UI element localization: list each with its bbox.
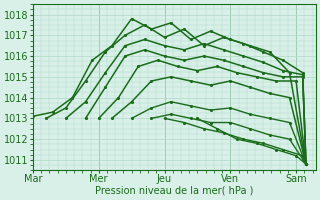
X-axis label: Pression niveau de la mer( hPa ): Pression niveau de la mer( hPa ) bbox=[95, 186, 253, 196]
